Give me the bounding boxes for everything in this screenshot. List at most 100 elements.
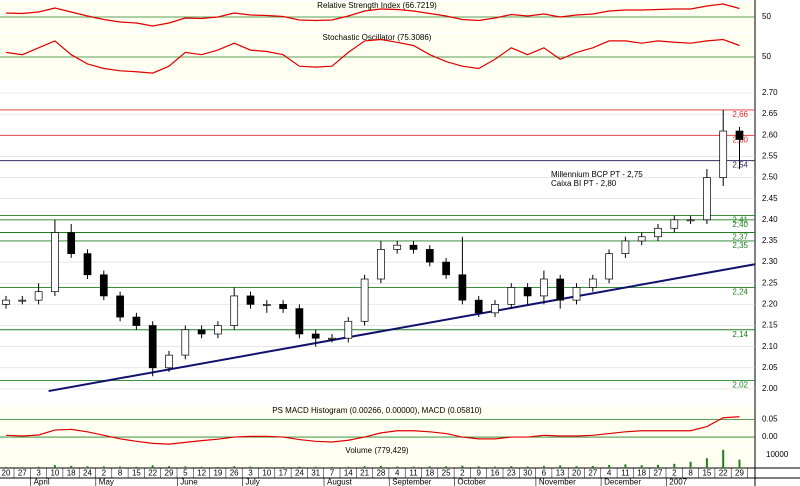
volume-bar: [510, 466, 513, 468]
candle-body: [507, 287, 516, 305]
candle-body: [458, 274, 467, 301]
volume-bar: [445, 466, 448, 468]
volume-bar: [282, 467, 285, 468]
candle-body: [67, 232, 76, 254]
y-tick-label: 0.05: [762, 415, 778, 424]
x-tick-label: 22: [719, 469, 728, 478]
volume-bar: [689, 461, 692, 468]
volume-bar: [102, 466, 105, 468]
x-tick-label: 2: [672, 469, 677, 478]
y-tick-label: 2.10: [762, 342, 778, 351]
volume-bar: [640, 465, 643, 468]
annotation: Caixa BI PT - 2,80: [551, 179, 617, 188]
y-tick-label: 2.05: [762, 363, 778, 372]
candle-body: [99, 274, 108, 297]
level-label: 2,37: [732, 233, 748, 242]
month-label: November: [539, 478, 576, 486]
x-tick-label: 29: [165, 469, 174, 478]
x-tick-label: 18: [425, 469, 434, 478]
level-label: 2,14: [732, 330, 748, 339]
volume-bar: [331, 466, 333, 468]
volume-bar: [86, 466, 89, 468]
x-tick-label: 30: [523, 469, 532, 478]
x-tick-label: 27: [654, 469, 663, 478]
volume-bar: [249, 466, 252, 468]
volume-bar: [722, 449, 725, 468]
level-label: 2,54: [732, 161, 748, 170]
y-tick-label: 2.60: [762, 130, 778, 139]
x-tick-label: 27: [588, 469, 597, 478]
volume-bar: [461, 465, 464, 468]
x-tick-label: 29: [735, 469, 744, 478]
candle-body: [556, 278, 565, 301]
y-tick-label: 2.20: [762, 299, 778, 308]
level-label: 2,35: [732, 241, 748, 250]
candle-body: [409, 244, 418, 250]
volume-bar: [657, 464, 659, 468]
candle-body: [2, 299, 10, 305]
candle-body: [51, 232, 59, 293]
candle-body: [735, 130, 744, 140]
candle-body: [377, 249, 385, 280]
x-tick-label: 11: [621, 469, 630, 478]
candle-body: [654, 227, 662, 238]
volume-bar: [559, 465, 562, 468]
volume-bar: [477, 466, 480, 468]
panel-title: Volume (779,429): [345, 446, 408, 455]
volume-bar: [591, 466, 594, 468]
candle-body: [442, 261, 450, 276]
volume-bar: [70, 465, 73, 468]
volume-bar: [314, 466, 317, 468]
indicator-line: [5, 3, 740, 27]
candle-body: [116, 295, 124, 318]
volume-bar: [216, 466, 219, 468]
x-tick-label: 8: [688, 469, 693, 478]
candle-body: [605, 253, 613, 280]
volume-bar: [5, 466, 7, 468]
x-tick-label: 2: [102, 469, 107, 478]
candle-body: [719, 130, 728, 178]
x-tick-label: 10: [262, 469, 271, 478]
x-tick-label: 3: [36, 469, 41, 478]
x-tick-label: 25: [442, 469, 451, 478]
x-tick-label: 19: [213, 469, 222, 478]
x-tick-label: 2: [460, 469, 465, 478]
x-tick-label: 7: [330, 469, 335, 478]
volume-bar: [428, 466, 431, 468]
month-label: October: [457, 478, 486, 486]
x-tick-label: 18: [637, 469, 646, 478]
candle-body: [246, 295, 255, 305]
month-label: July: [246, 478, 260, 486]
y-tick-label: 2.70: [762, 88, 778, 97]
candle-body: [393, 244, 402, 250]
x-tick-label: 24: [295, 469, 304, 478]
x-tick-label: 28: [376, 469, 385, 478]
volume-bar: [738, 459, 741, 468]
indicator-line: [5, 416, 740, 445]
volume-bar: [363, 466, 366, 468]
y-tick-label: 2.45: [762, 194, 778, 203]
candle-body: [523, 287, 532, 297]
x-tick-label: 24: [83, 469, 92, 478]
month-label: June: [180, 478, 198, 486]
month-label: 2007: [669, 478, 687, 486]
candle-body: [18, 299, 27, 302]
volume-bar: [608, 465, 611, 468]
x-tick-label: 27: [18, 469, 27, 478]
candle-body: [425, 249, 434, 263]
y-tick-label: 2.40: [762, 215, 778, 224]
candle-body: [83, 253, 92, 276]
y-tick-label: 2.55: [762, 152, 778, 161]
volume-bar: [379, 465, 382, 468]
month-label: May: [99, 478, 114, 486]
volume-bar: [37, 466, 40, 468]
month-label: December: [604, 478, 641, 486]
volume-bar: [233, 466, 236, 468]
y-tick-label: 2.00: [762, 384, 778, 393]
candle-body: [34, 291, 43, 301]
volume-bar: [494, 466, 496, 468]
volume-bar: [673, 463, 676, 468]
candle-body: [703, 177, 711, 221]
volume-bar: [265, 466, 268, 468]
